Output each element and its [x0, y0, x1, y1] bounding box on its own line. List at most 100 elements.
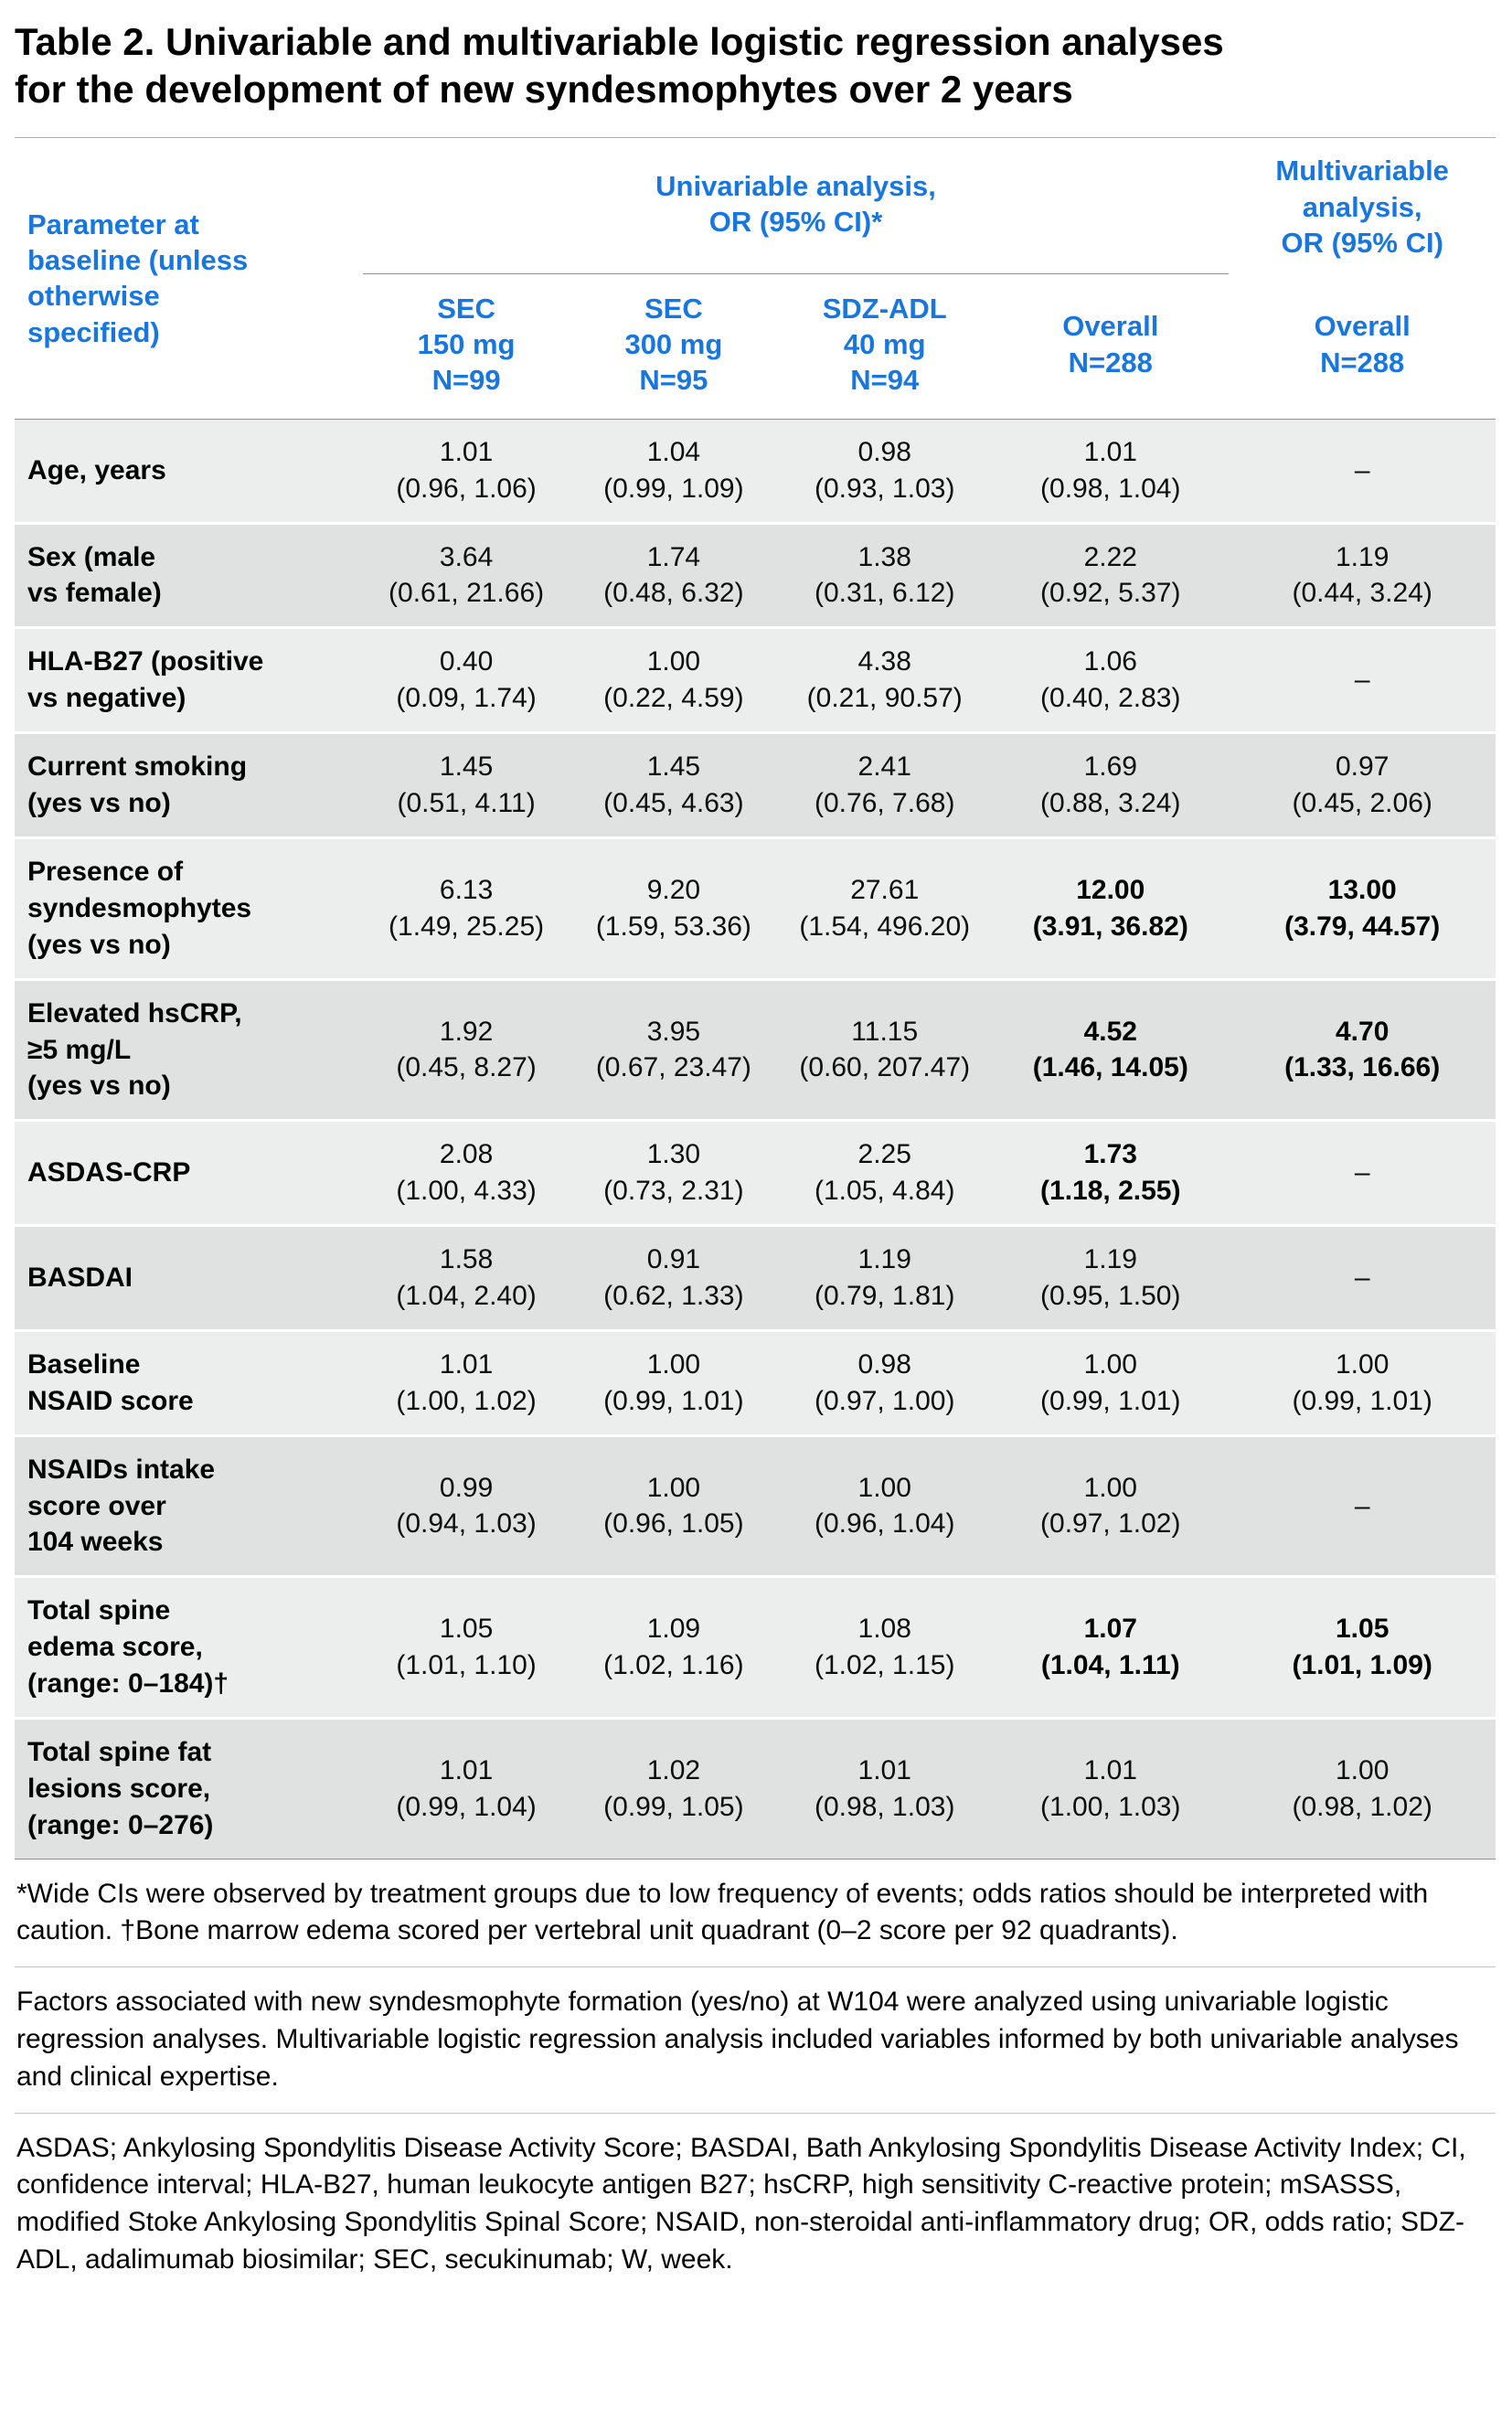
or-ci-cell: 1.00 (0.99, 1.01)	[570, 1328, 778, 1436]
table-row: ASDAS-CRP 2.08 (1.00, 4.33) 1.30 (0.73, 2.…	[15, 1119, 1496, 1226]
or-ci-cell: 1.05 (1.01, 1.10)	[362, 1575, 570, 1719]
or-ci-cell: 1.06 (0.40, 2.83)	[992, 626, 1230, 733]
or-ci-cell: 0.40 (0.09, 1.74)	[362, 626, 570, 733]
or-ci-cell: 1.01 (0.99, 1.04)	[362, 1716, 570, 1860]
or-ci-cell: 1.30 (0.73, 2.31)	[570, 1119, 778, 1226]
column-header-5: Overall N=288	[1314, 310, 1411, 378]
or-ci-cell: 4.52 (1.46, 14.05)	[992, 977, 1230, 1121]
or-ci-cell: 1.38 (0.31, 6.12)	[777, 521, 993, 628]
or-ci-cell: 0.91 (0.62, 1.33)	[570, 1224, 778, 1331]
table-title: Table 2. Univariable and multivariable l…	[15, 20, 1224, 112]
or-ci-cell: 1.01 (0.96, 1.06)	[362, 418, 570, 524]
or-ci-cell: –	[1229, 1433, 1496, 1577]
column-header-row: SEC 150 mg N=99 SEC 300 mg N=95 SDZ-ADL 40…	[15, 273, 1496, 419]
group-header-row: Parameter at baseline (unless otherwise …	[15, 137, 1496, 348]
table-row: Presence of syndesmophytes (yes vs no) 6.…	[15, 836, 1496, 980]
footnotes: *Wide CIs were observed by treatment gro…	[15, 1860, 1496, 2296]
row-label: NSAIDs intake score over 104 weeks	[15, 1433, 363, 1577]
or-ci-cell: 0.98 (0.97, 1.00)	[777, 1328, 993, 1436]
row-label: HLA-B27 (positive vs negative)	[15, 626, 363, 733]
parameter-column-header: Parameter at baseline (unless otherwise …	[27, 208, 249, 348]
table-row: Current smoking (yes vs no) 1.45 (0.51, 4…	[15, 731, 1496, 838]
row-label: Sex (male vs female)	[15, 521, 363, 628]
column-header-1: SEC 150 mg N=99	[417, 292, 516, 397]
or-ci-cell: 0.98 (0.93, 1.03)	[777, 418, 993, 524]
or-ci-cell: 11.15 (0.60, 207.47)	[777, 977, 993, 1121]
univariable-group-header: Univariable analysis, OR (95% CI)*	[362, 137, 1230, 274]
or-ci-cell: 3.95 (0.67, 23.47)	[570, 977, 778, 1121]
or-ci-cell: 1.45 (0.45, 4.63)	[570, 731, 778, 838]
or-ci-cell: 1.00 (0.96, 1.04)	[777, 1433, 993, 1577]
or-ci-cell: 1.19 (0.44, 3.24)	[1229, 521, 1496, 628]
or-ci-cell: 13.00 (3.79, 44.57)	[1229, 836, 1496, 980]
or-ci-cell: 1.45 (0.51, 4.11)	[362, 731, 570, 838]
table-row: Elevated hsCRP, ≥5 mg/L (yes vs no) 1.92 …	[15, 977, 1496, 1121]
table-row: HLA-B27 (positive vs negative) 0.40 (0.09…	[15, 626, 1496, 733]
footnote-abbreviations: ASDAS; Ankylosing Spondylitis Disease Ac…	[16, 2132, 1466, 2275]
table-header: Parameter at baseline (unless otherwise …	[15, 137, 1496, 420]
or-ci-cell: 1.02 (0.99, 1.05)	[570, 1716, 778, 1860]
or-ci-cell: 1.00 (0.99, 1.01)	[992, 1328, 1230, 1436]
row-label: Elevated hsCRP, ≥5 mg/L (yes vs no)	[15, 977, 363, 1121]
row-label: Current smoking (yes vs no)	[15, 731, 363, 838]
or-ci-cell: 1.09 (1.02, 1.16)	[570, 1575, 778, 1719]
regression-table: Parameter at baseline (unless otherwise …	[15, 137, 1496, 1860]
or-ci-cell: 2.41 (0.76, 7.68)	[777, 731, 993, 838]
row-label: Presence of syndesmophytes (yes vs no)	[15, 836, 363, 980]
or-ci-cell: 1.04 (0.99, 1.09)	[570, 418, 778, 524]
or-ci-cell: 1.08 (1.02, 1.15)	[777, 1575, 993, 1719]
or-ci-cell: 1.05 (1.01, 1.09)	[1229, 1575, 1496, 1719]
column-header-2: SEC 300 mg N=95	[624, 292, 723, 397]
or-ci-cell: 1.58 (1.04, 2.40)	[362, 1224, 570, 1331]
table-row: BASDAI 1.58 (1.04, 2.40) 0.91 (0.62, 1.33)…	[15, 1224, 1496, 1331]
or-ci-cell: 1.69 (0.88, 3.24)	[992, 731, 1230, 838]
or-ci-cell: 1.92 (0.45, 8.27)	[362, 977, 570, 1121]
table-row: Baseline NSAID score 1.01 (1.00, 1.02) 1.0…	[15, 1328, 1496, 1436]
or-ci-cell: –	[1229, 418, 1496, 524]
or-ci-cell: 4.38 (0.21, 90.57)	[777, 626, 993, 733]
or-ci-cell: 1.00 (0.97, 1.02)	[992, 1433, 1230, 1577]
column-header-4: Overall N=288	[1062, 310, 1159, 378]
row-label: ASDAS-CRP	[15, 1119, 363, 1226]
or-ci-cell: 2.22 (0.92, 5.37)	[992, 521, 1230, 628]
row-label: Total spine fat lesions score, (range: 0…	[15, 1716, 363, 1860]
table-row: Age, years 1.01 (0.96, 1.06) 1.04 (0.99, 1…	[15, 418, 1496, 524]
or-ci-cell: –	[1229, 1224, 1496, 1331]
column-header-3: SDZ-ADL 40 mg N=94	[822, 292, 947, 397]
or-ci-cell: 3.64 (0.61, 21.66)	[362, 521, 570, 628]
or-ci-cell: 1.00 (0.98, 1.02)	[1229, 1716, 1496, 1860]
footnote-methods: Factors associated with new syndesmophyt…	[15, 1967, 1496, 2114]
or-ci-cell: 1.01 (0.98, 1.03)	[777, 1716, 993, 1860]
table-row: Sex (male vs female) 3.64 (0.61, 21.66) 1.…	[15, 521, 1496, 628]
or-ci-cell: 9.20 (1.59, 53.36)	[570, 836, 778, 980]
or-ci-cell: 1.00 (0.96, 1.05)	[570, 1433, 778, 1577]
or-ci-cell: 1.00 (0.99, 1.01)	[1229, 1328, 1496, 1436]
or-ci-cell: 1.07 (1.04, 1.11)	[992, 1575, 1230, 1719]
or-ci-cell: 1.01 (1.00, 1.03)	[992, 1716, 1230, 1860]
or-ci-cell: 0.97 (0.45, 2.06)	[1229, 731, 1496, 838]
or-ci-cell: 1.19 (0.95, 1.50)	[992, 1224, 1230, 1331]
table-body: Age, years 1.01 (0.96, 1.06) 1.04 (0.99, 1…	[15, 418, 1496, 1860]
or-ci-cell: 1.73 (1.18, 2.55)	[992, 1119, 1230, 1226]
or-ci-cell: –	[1229, 626, 1496, 733]
or-ci-cell: 1.00 (0.22, 4.59)	[570, 626, 778, 733]
or-ci-cell: 1.01 (0.98, 1.04)	[992, 418, 1230, 524]
row-label: BASDAI	[15, 1224, 363, 1331]
row-label: Age, years	[15, 418, 363, 524]
or-ci-cell: 12.00 (3.91, 36.82)	[992, 836, 1230, 980]
or-ci-cell: 0.99 (0.94, 1.03)	[362, 1433, 570, 1577]
row-label: Baseline NSAID score	[15, 1328, 363, 1436]
table-row: NSAIDs intake score over 104 weeks 0.99 (…	[15, 1433, 1496, 1577]
footnote-wide-ci: *Wide CIs were observed by treatment gro…	[15, 1860, 1496, 1968]
or-ci-cell: 1.74 (0.48, 6.32)	[570, 521, 778, 628]
or-ci-cell: 1.01 (1.00, 1.02)	[362, 1328, 570, 1436]
or-ci-cell: 4.70 (1.33, 16.66)	[1229, 977, 1496, 1121]
row-label: Total spine edema score, (range: 0–184)†	[15, 1575, 363, 1719]
table-row: Total spine fat lesions score, (range: 0…	[15, 1716, 1496, 1860]
page: Table 2. Univariable and multivariable l…	[15, 20, 1496, 2296]
or-ci-cell: 2.25 (1.05, 4.84)	[777, 1119, 993, 1226]
or-ci-cell: 27.61 (1.54, 496.20)	[777, 836, 993, 980]
or-ci-cell: 6.13 (1.49, 25.25)	[362, 836, 570, 980]
multivariable-group-header: Multivariable analysis, OR (95% CI)	[1275, 155, 1449, 259]
table-row: Total spine edema score, (range: 0–184)†…	[15, 1575, 1496, 1719]
